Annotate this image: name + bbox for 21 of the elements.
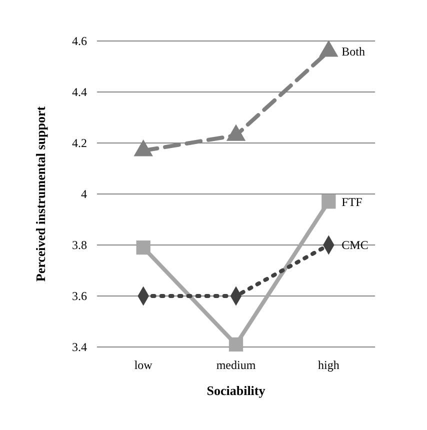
point <box>319 40 338 57</box>
y-tick-label: 4.6 <box>72 34 87 48</box>
point <box>228 337 244 352</box>
series-label: CMC <box>342 238 368 252</box>
y-tick-label: 4.2 <box>72 136 87 150</box>
point <box>134 140 153 156</box>
point <box>136 240 150 255</box>
x-tick-label: low <box>134 358 153 372</box>
y-tick-label: 4 <box>81 187 87 202</box>
y-axis-title: Perceived instrumental support <box>33 106 48 282</box>
y-tick-label: 4.4 <box>72 85 87 100</box>
y-tick-label: 3.6 <box>72 289 87 304</box>
x-tick-label: high <box>318 358 340 372</box>
point <box>322 194 336 209</box>
series-label: Both <box>342 44 366 58</box>
y-tick-label: 3.4 <box>72 340 87 354</box>
x-tick-label: medium <box>216 358 256 372</box>
series-label: FTF <box>342 194 363 209</box>
y-tick-label: 3.8 <box>72 238 87 252</box>
x-axis-title: Sociability <box>206 383 266 398</box>
point <box>226 124 246 141</box>
